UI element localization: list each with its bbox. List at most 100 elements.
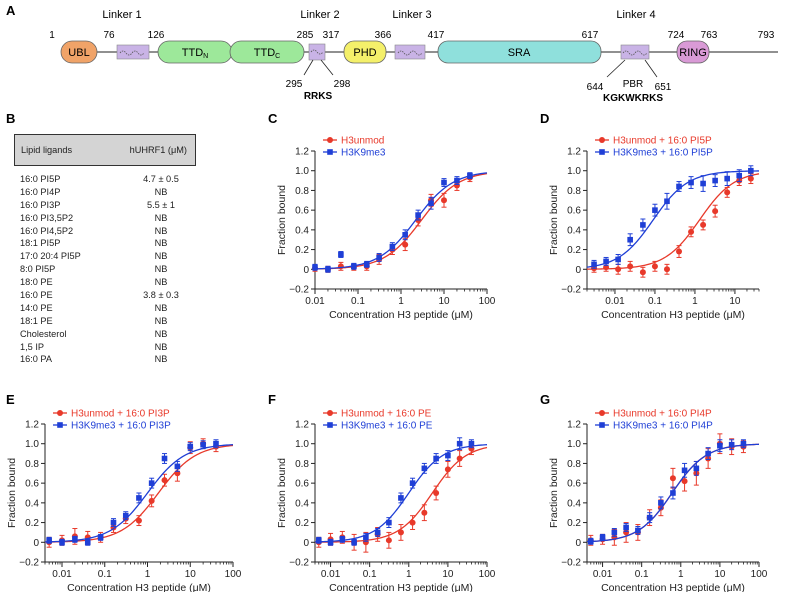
y-tick-label: 0.8 xyxy=(295,459,309,470)
y-tick-label: 0 xyxy=(33,538,39,549)
position-1: 1 xyxy=(49,30,55,41)
x-tick-label: 1 xyxy=(678,569,684,580)
linker-4-squiggle xyxy=(622,50,648,56)
data-point xyxy=(747,175,754,182)
ligand-name: 16:0 PI3,5P2 xyxy=(20,212,74,223)
data-point xyxy=(615,266,622,273)
ligand-name: 1,5 IP xyxy=(20,341,45,352)
linker-1-squiggle xyxy=(119,50,145,56)
x-axis-label: Concentration H3 peptide (μM) xyxy=(329,582,473,592)
data-point xyxy=(681,478,688,485)
ubl-domain xyxy=(60,40,98,64)
ring-label: RING xyxy=(679,47,707,59)
x-tick-label: 0.1 xyxy=(351,296,365,307)
kd-value: NB xyxy=(154,251,168,262)
data-point xyxy=(421,465,428,472)
callout-line-651 xyxy=(644,59,658,78)
y-axis-label: Fraction bound xyxy=(548,458,560,528)
y-tick-label: 0.6 xyxy=(25,479,39,490)
data-point xyxy=(421,509,428,516)
y-axis-label: Fraction bound xyxy=(276,185,288,255)
data-point xyxy=(362,539,369,546)
x-tick-label: 0.1 xyxy=(648,296,662,307)
data-point xyxy=(688,228,695,235)
panel-label-f: F xyxy=(268,392,276,407)
x-tick-label: 0.1 xyxy=(363,569,377,580)
kd-value: NB xyxy=(154,238,168,249)
x-tick-label: 100 xyxy=(479,296,496,307)
y-tick-label: −0.2 xyxy=(19,558,39,569)
data-point xyxy=(363,261,370,268)
table-row: 16:0 PI5P 4.7 ± 0.5 xyxy=(14,173,196,186)
table-body: 16:0 PI5P 4.7 ± 0.5 16:0 PI4P NB 16:0 PI3P… xyxy=(14,173,196,366)
data-point xyxy=(467,172,473,179)
linker-3-squiggle xyxy=(397,50,423,56)
data-point xyxy=(148,480,155,486)
callout-line-644 xyxy=(606,59,626,78)
y-tick-label: 0.6 xyxy=(295,206,309,217)
data-point xyxy=(740,440,747,447)
y-tick-label: 0 xyxy=(303,538,309,549)
kd-value: NB xyxy=(154,341,168,352)
linker-4-box xyxy=(620,44,650,60)
data-point xyxy=(712,208,719,215)
y-tick-label: 0 xyxy=(303,265,309,276)
data-point xyxy=(591,261,597,268)
y-axis-label: Fraction bound xyxy=(6,458,18,528)
table-row: 16:0 PI4,5P2 NB xyxy=(14,225,196,238)
legend-label: H3unmod + 16:0 PI4P xyxy=(613,409,712,420)
y-tick-label: 1.2 xyxy=(567,147,581,158)
sra-label: SRA xyxy=(508,47,531,59)
y-tick-label: 1.0 xyxy=(295,166,309,177)
position-126: 126 xyxy=(148,30,165,41)
kd-value: NB xyxy=(154,264,168,275)
table-row: 16:0 PE 3.8 ± 0.3 xyxy=(14,289,196,302)
data-point xyxy=(445,452,451,459)
data-point xyxy=(325,266,331,273)
y-tick-label: 0.2 xyxy=(295,518,309,529)
data-point xyxy=(148,497,155,504)
table-row: 16:0 PI3P 5.5 ± 1 xyxy=(14,199,196,212)
legend-marker xyxy=(327,149,333,155)
data-point xyxy=(161,455,168,462)
legend-marker xyxy=(599,410,605,416)
y-tick-label: 0 xyxy=(575,538,581,549)
data-point xyxy=(623,529,630,536)
ligand-name: 16:0 PI4P xyxy=(20,186,61,197)
y-tick-label: 0.4 xyxy=(567,498,581,509)
data-point xyxy=(635,527,641,534)
position-317: 317 xyxy=(323,30,340,41)
data-point xyxy=(363,534,369,541)
legend-label: H3K9me3 + 16:0 PI4P xyxy=(613,421,713,432)
position-651: 651 xyxy=(655,82,672,93)
x-axis-label: Concentration H3 peptide (μM) xyxy=(67,582,211,592)
y-tick-label: −0.2 xyxy=(289,558,309,569)
table-row: 16:0 PA NB xyxy=(14,353,196,366)
y-tick-label: −0.2 xyxy=(289,285,309,296)
callout-line-298 xyxy=(320,59,334,76)
ligand-name: 16:0 PI3P xyxy=(20,199,61,210)
data-point xyxy=(627,236,633,243)
data-point xyxy=(736,172,743,179)
y-tick-label: 0.4 xyxy=(567,225,581,236)
series-blue: H3K9me3 + 16:0 PI3P xyxy=(44,421,234,546)
ligand-name: 18:1 PE xyxy=(20,315,53,326)
y-tick-label: 0.8 xyxy=(295,186,309,197)
data-point xyxy=(374,529,381,536)
header-huhrf1: hUHRF1 (μM) xyxy=(129,145,187,155)
ttd-c-label: TTDC xyxy=(254,47,280,60)
x-tick-label: 0.01 xyxy=(321,569,341,580)
data-point xyxy=(385,537,392,544)
data-point xyxy=(627,263,634,270)
data-point xyxy=(639,269,646,276)
data-point xyxy=(454,177,460,184)
data-point xyxy=(376,254,382,261)
x-tick-label: 10 xyxy=(442,569,454,580)
data-point xyxy=(59,539,65,546)
y-tick-label: 1.2 xyxy=(295,147,309,158)
pbr-label: PBR xyxy=(623,79,644,90)
ring-domain xyxy=(676,40,710,64)
data-point xyxy=(351,263,357,270)
legend-label: H3K9me3 xyxy=(341,148,386,159)
